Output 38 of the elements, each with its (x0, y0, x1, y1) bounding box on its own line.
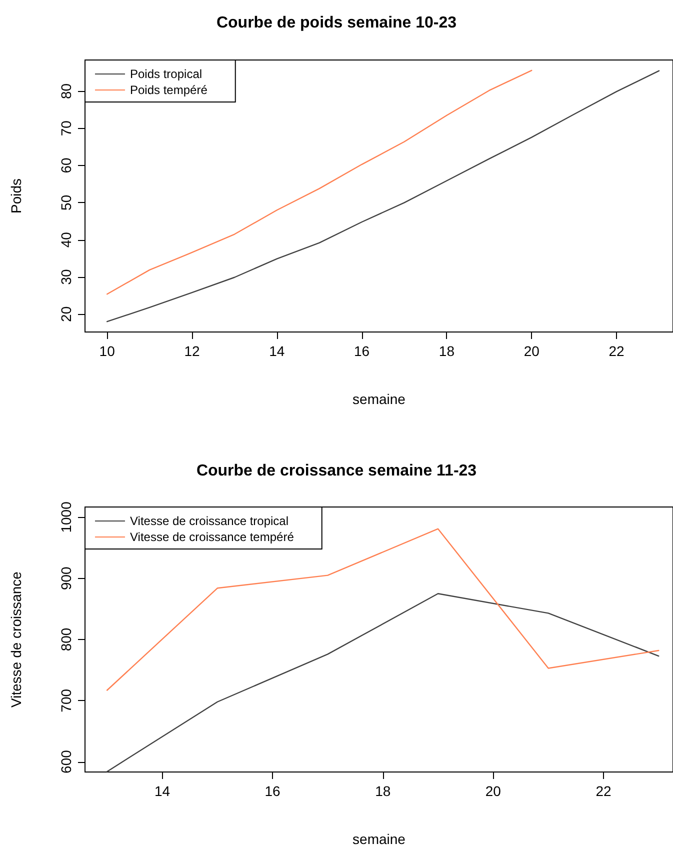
y-tick-label: 700 (58, 688, 74, 712)
x-axis-title: semaine (352, 391, 406, 407)
y-tick-label: 900 (58, 566, 74, 590)
x-tick-label: 10 (99, 343, 116, 359)
chart-title: Courbe de croissance semaine 11-23 (196, 462, 477, 480)
y-tick-label: 30 (58, 269, 74, 285)
x-tick-label: 22 (608, 343, 625, 359)
line-series (106, 70, 660, 322)
y-tick-label: 800 (58, 628, 74, 652)
x-tick-label: 16 (354, 343, 370, 359)
y-tick-label: 1000 (58, 501, 74, 533)
x-tick-label: 14 (269, 343, 285, 359)
x-tick-label: 22 (596, 783, 612, 799)
legend-label: Poids tempéré (130, 83, 208, 97)
y-axis-title: Poids (8, 178, 24, 214)
y-tick-label: 50 (58, 194, 74, 210)
y-axis-title: Vitesse de croissance (8, 571, 24, 708)
x-tick-label: 20 (485, 783, 502, 799)
legend-label: Vitesse de croissance tempéré (130, 530, 294, 544)
legend-label: Vitesse de croissance tropical (130, 514, 289, 528)
y-tick-label: 20 (58, 306, 74, 322)
line-series (106, 528, 660, 691)
line-series (106, 593, 660, 772)
x-tick-label: 18 (438, 343, 455, 359)
x-tick-label: 20 (524, 343, 540, 359)
chart-title: Courbe de poids semaine 10-23 (216, 14, 457, 32)
legend-label: Poids tropical (130, 67, 202, 81)
y-tick-label: 40 (58, 232, 74, 248)
x-tick-label: 18 (375, 783, 391, 799)
y-tick-label: 70 (58, 120, 74, 136)
x-tick-label: 12 (184, 343, 200, 359)
y-tick-label: 60 (58, 158, 74, 174)
y-tick-label: 80 (58, 83, 74, 99)
x-tick-label: 14 (154, 783, 170, 799)
x-tick-label: 16 (264, 783, 281, 799)
line-series (106, 70, 532, 295)
x-axis-title: semaine (352, 831, 406, 847)
y-tick-label: 600 (58, 750, 74, 774)
